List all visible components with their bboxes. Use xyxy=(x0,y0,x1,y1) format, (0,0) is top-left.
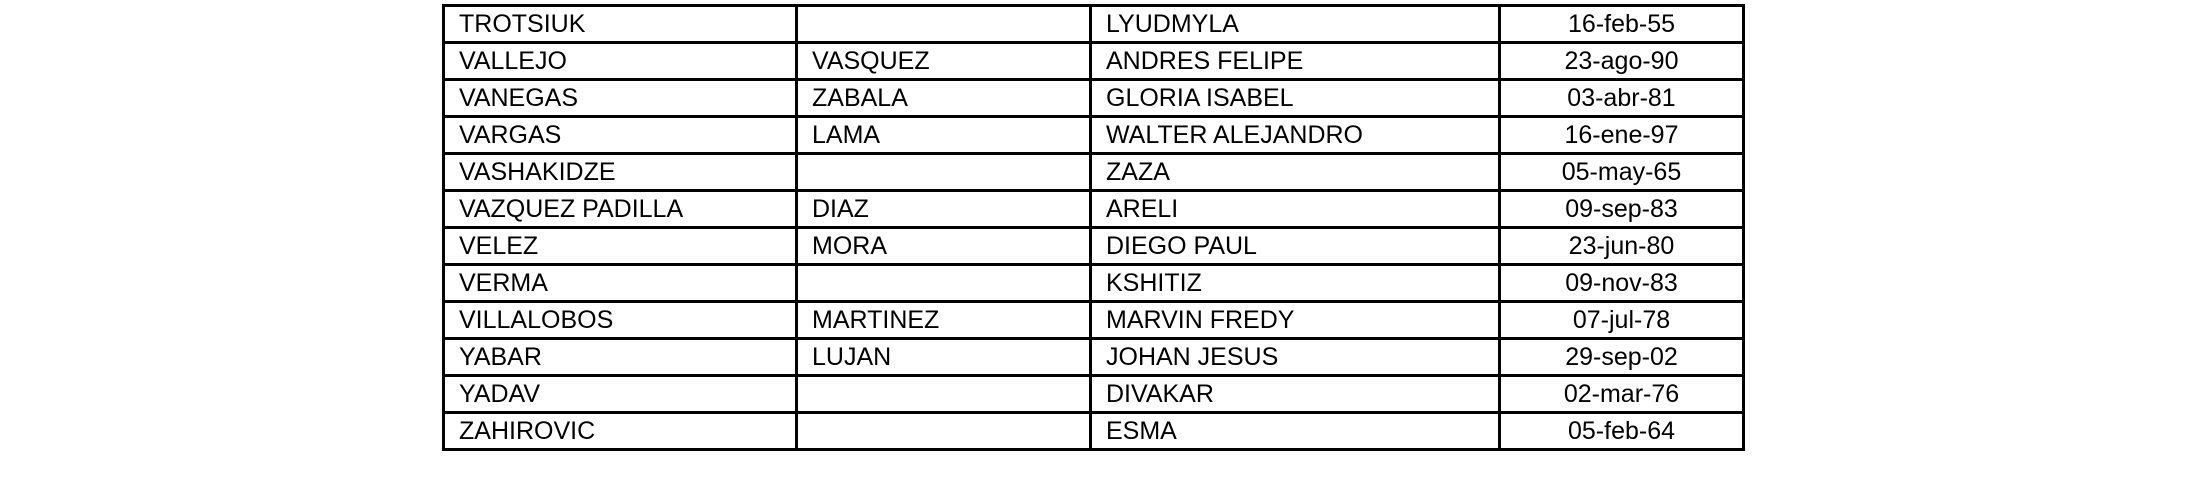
date-cell: 09-nov-83 xyxy=(1498,263,1745,303)
given-name-cell: LYUDMYLA xyxy=(1089,4,1501,44)
date-cell: 03-abr-81 xyxy=(1498,78,1745,118)
table-row: VARGAS LAMA WALTER ALEJANDRO 16-ene-97 xyxy=(442,115,1745,155)
table-row: VALLEJO VASQUEZ ANDRES FELIPE 23-ago-90 xyxy=(442,41,1745,81)
names-table: TROTSIUK LYUDMYLA 16-feb-55 VALLEJO VASQUEZ A… xyxy=(442,4,1745,451)
date-cell: 02-mar-76 xyxy=(1498,374,1745,414)
first-surname-cell: ZAHIROVIC xyxy=(442,411,798,451)
first-surname-cell: YADAV xyxy=(442,374,798,414)
table-row: YABAR LUJAN JOHAN JESUS 29-sep-02 xyxy=(442,337,1745,377)
given-name-cell: WALTER ALEJANDRO xyxy=(1089,115,1501,155)
first-surname-cell: TROTSIUK xyxy=(442,4,798,44)
date-cell: 05-may-65 xyxy=(1498,152,1745,192)
date-cell: 07-jul-78 xyxy=(1498,300,1745,340)
table-row: VAZQUEZ PADILLA DIAZ ARELI 09-sep-83 xyxy=(442,189,1745,229)
second-surname-cell: ZABALA xyxy=(795,78,1092,118)
second-surname-cell: MARTINEZ xyxy=(795,300,1092,340)
given-name-cell: ESMA xyxy=(1089,411,1501,451)
second-surname-cell xyxy=(795,152,1092,192)
table-row: YADAV DIVAKAR 02-mar-76 xyxy=(442,374,1745,414)
table-row: VERMA KSHITIZ 09-nov-83 xyxy=(442,263,1745,303)
first-surname-cell: VAZQUEZ PADILLA xyxy=(442,189,798,229)
date-cell: 16-ene-97 xyxy=(1498,115,1745,155)
first-surname-cell: VELEZ xyxy=(442,226,798,266)
first-surname-cell: VERMA xyxy=(442,263,798,303)
second-surname-cell: LUJAN xyxy=(795,337,1092,377)
first-surname-cell: VALLEJO xyxy=(442,41,798,81)
given-name-cell: MARVIN FREDY xyxy=(1089,300,1501,340)
date-cell: 09-sep-83 xyxy=(1498,189,1745,229)
table-row: VELEZ MORA DIEGO PAUL 23-jun-80 xyxy=(442,226,1745,266)
date-cell: 23-jun-80 xyxy=(1498,226,1745,266)
date-cell: 16-feb-55 xyxy=(1498,4,1745,44)
given-name-cell: DIVAKAR xyxy=(1089,374,1501,414)
first-surname-cell: VARGAS xyxy=(442,115,798,155)
first-surname-cell: VASHAKIDZE xyxy=(442,152,798,192)
first-surname-cell: VILLALOBOS xyxy=(442,300,798,340)
given-name-cell: ANDRES FELIPE xyxy=(1089,41,1501,81)
date-cell: 05-feb-64 xyxy=(1498,411,1745,451)
date-cell: 23-ago-90 xyxy=(1498,41,1745,81)
table-row: VANEGAS ZABALA GLORIA ISABEL 03-abr-81 xyxy=(442,78,1745,118)
table-row: ZAHIROVIC ESMA 05-feb-64 xyxy=(442,411,1745,451)
table-row: TROTSIUK LYUDMYLA 16-feb-55 xyxy=(442,4,1745,44)
table-row: VASHAKIDZE ZAZA 05-may-65 xyxy=(442,152,1745,192)
second-surname-cell: DIAZ xyxy=(795,189,1092,229)
second-surname-cell: MORA xyxy=(795,226,1092,266)
second-surname-cell: LAMA xyxy=(795,115,1092,155)
second-surname-cell xyxy=(795,263,1092,303)
second-surname-cell xyxy=(795,4,1092,44)
table-body: TROTSIUK LYUDMYLA 16-feb-55 VALLEJO VASQUEZ A… xyxy=(442,4,1745,451)
second-surname-cell xyxy=(795,411,1092,451)
second-surname-cell: VASQUEZ xyxy=(795,41,1092,81)
date-cell: 29-sep-02 xyxy=(1498,337,1745,377)
first-surname-cell: YABAR xyxy=(442,337,798,377)
given-name-cell: DIEGO PAUL xyxy=(1089,226,1501,266)
first-surname-cell: VANEGAS xyxy=(442,78,798,118)
table-row: VILLALOBOS MARTINEZ MARVIN FREDY 07-jul-78 xyxy=(442,300,1745,340)
given-name-cell: JOHAN JESUS xyxy=(1089,337,1501,377)
given-name-cell: KSHITIZ xyxy=(1089,263,1501,303)
given-name-cell: ZAZA xyxy=(1089,152,1501,192)
given-name-cell: ARELI xyxy=(1089,189,1501,229)
given-name-cell: GLORIA ISABEL xyxy=(1089,78,1501,118)
second-surname-cell xyxy=(795,374,1092,414)
